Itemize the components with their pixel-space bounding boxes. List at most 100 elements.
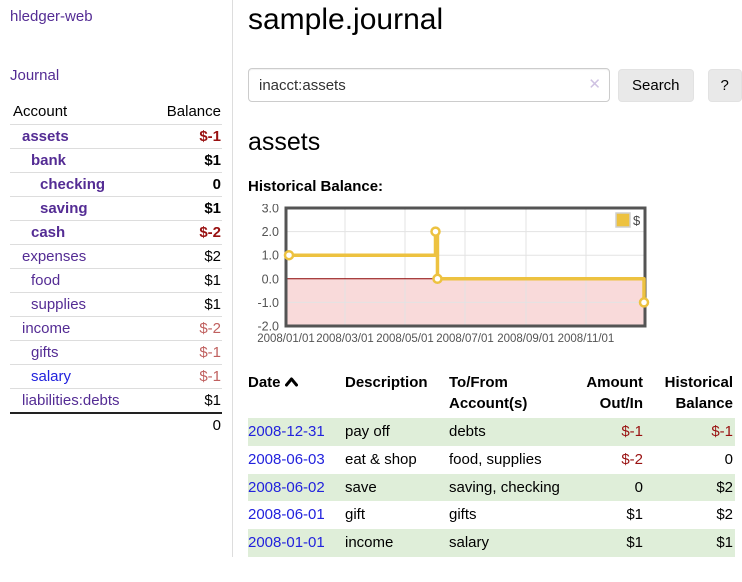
account-name-link[interactable]: bank xyxy=(31,152,67,169)
register-row: 2008-06-01 gift gifts $1 $2 xyxy=(248,501,735,529)
transaction-amount: $-1 xyxy=(621,423,643,440)
account-row: checking 0 xyxy=(10,172,222,197)
search-button[interactable]: Search xyxy=(618,68,694,102)
register-row: 2008-12-31 pay off debts $-1 $-1 xyxy=(248,418,735,446)
svg-text:-1.0: -1.0 xyxy=(257,296,279,310)
account-balance: $-1 xyxy=(148,124,222,149)
svg-text:2.0: 2.0 xyxy=(262,225,279,239)
account-balance: $1 xyxy=(148,268,222,293)
svg-text:2008/09/01: 2008/09/01 xyxy=(497,333,555,345)
account-row: expenses $2 xyxy=(10,244,222,269)
register-header-balance: Historical Balance xyxy=(664,374,733,412)
transaction-balance: $2 xyxy=(716,478,733,496)
account-row: supplies $1 xyxy=(10,292,222,317)
account-balance: $1 xyxy=(148,388,222,413)
search-input[interactable] xyxy=(248,68,610,102)
account-name-link[interactable]: cash xyxy=(31,224,66,241)
account-row: saving $1 xyxy=(10,196,222,221)
transaction-date-link[interactable]: 2008-06-03 xyxy=(248,450,325,468)
page-title: sample.journal xyxy=(248,3,444,36)
account-name-link[interactable]: food xyxy=(31,272,61,289)
svg-text:2008/03/01: 2008/03/01 xyxy=(316,333,374,345)
sidebar: hledger-web Journal Account Balance asse… xyxy=(0,0,233,557)
transaction-balance: $-1 xyxy=(711,423,733,440)
register-row: 2008-06-03 eat & shop food, supplies $-2… xyxy=(248,446,735,474)
account-row: food $1 xyxy=(10,268,222,293)
accounts-total-row: 0 xyxy=(10,412,222,437)
accounts-table: Account Balance assets $-1 bank $1 check… xyxy=(10,100,222,437)
accounts-total-balance: 0 xyxy=(148,412,222,437)
transaction-date-link[interactable]: 2008-01-01 xyxy=(248,534,325,551)
register-header-date[interactable]: Date xyxy=(248,370,345,418)
transaction-date-link[interactable]: 2008-12-31 xyxy=(248,423,325,440)
register-header-row: Date Description To/From Account(s) Amou… xyxy=(248,370,735,418)
transaction-balance: $2 xyxy=(716,506,733,524)
register-header-accounts: To/From Account(s) xyxy=(449,374,528,412)
account-balance: $-2 xyxy=(148,316,222,341)
transaction-description: eat & shop xyxy=(345,450,417,468)
register-header-amount: Amount Out/In xyxy=(586,374,643,412)
transaction-accounts: debts xyxy=(449,423,486,440)
brand-link[interactable]: hledger-web xyxy=(10,8,93,25)
svg-text:2008/11/01: 2008/11/01 xyxy=(558,333,615,345)
accounts-header-account: Account xyxy=(13,103,68,120)
sidebar-item-journal[interactable]: Journal xyxy=(10,67,60,84)
transaction-date-link[interactable]: 2008-06-02 xyxy=(248,478,325,496)
balance-chart: $3.0 2.0 1.0 0.0 -1.0 -2.0 2008/01/01 2008/03/0… xyxy=(248,202,742,352)
account-balance: 0 xyxy=(148,172,222,197)
account-balance: $1 xyxy=(148,292,222,317)
transaction-description: pay off xyxy=(345,423,390,440)
account-balance: $1 xyxy=(148,148,222,173)
register-header-description: Description xyxy=(345,374,428,391)
svg-text:1.0: 1.0 xyxy=(262,249,279,263)
transaction-description: gift xyxy=(345,506,366,524)
transaction-accounts: salary xyxy=(449,534,490,551)
svg-text:2008/01/01: 2008/01/01 xyxy=(257,333,315,345)
svg-text:0.0: 0.0 xyxy=(262,272,279,286)
transaction-accounts: food, supplies xyxy=(449,450,542,468)
svg-text:-2.0: -2.0 xyxy=(257,320,279,334)
transaction-amount: $1 xyxy=(626,534,643,551)
account-balance: $-1 xyxy=(148,340,222,365)
account-row: assets $-1 xyxy=(10,124,222,149)
transaction-amount: 0 xyxy=(634,478,643,496)
account-name-link[interactable]: liabilities:debts xyxy=(22,392,120,409)
account-balance: $-2 xyxy=(148,220,222,245)
account-name-link[interactable]: salary xyxy=(31,368,72,385)
account-balance: $1 xyxy=(148,196,222,221)
account-balance: $2 xyxy=(148,244,222,269)
accounts-header-balance: Balance xyxy=(166,103,221,120)
search-bar: ✕ Search ? xyxy=(248,68,742,102)
transaction-amount: $1 xyxy=(626,506,643,524)
account-balance: $-1 xyxy=(148,364,222,389)
account-name-link[interactable]: assets xyxy=(22,128,69,145)
accounts-header-row: Account Balance xyxy=(10,100,222,125)
transaction-balance: 0 xyxy=(724,450,733,468)
transaction-date-link[interactable]: 2008-06-01 xyxy=(248,506,325,524)
account-name-link[interactable]: gifts xyxy=(31,344,59,361)
account-name-link[interactable]: saving xyxy=(40,200,88,217)
transaction-description: income xyxy=(345,534,394,551)
svg-text:$: $ xyxy=(633,213,641,228)
transaction-description: save xyxy=(345,478,377,496)
transaction-amount: $-2 xyxy=(621,450,643,468)
page-layout: hledger-web Journal Account Balance asse… xyxy=(0,0,742,557)
transaction-accounts: saving, checking xyxy=(449,478,560,496)
account-name-link[interactable]: supplies xyxy=(31,296,87,313)
svg-text:3.0: 3.0 xyxy=(262,204,279,216)
register-table: Date Description To/From Account(s) Amou… xyxy=(248,370,735,557)
account-name-link[interactable]: checking xyxy=(40,176,106,193)
svg-text:2008/05/01: 2008/05/01 xyxy=(376,333,434,345)
main-content: sample.journal ✕ Search ? assets Histori… xyxy=(233,0,742,557)
help-button[interactable]: ? xyxy=(707,68,742,102)
account-name-link[interactable]: expenses xyxy=(22,248,87,265)
transaction-accounts: gifts xyxy=(449,506,477,524)
account-row: salary $-1 xyxy=(10,364,222,389)
chart-title: Historical Balance: xyxy=(248,178,384,195)
account-row: cash $-2 xyxy=(10,220,222,245)
account-row: liabilities:debts $1 xyxy=(10,388,222,413)
clear-search-icon[interactable]: ✕ xyxy=(588,76,601,93)
account-row: bank $1 xyxy=(10,148,222,173)
account-name-link[interactable]: income xyxy=(22,320,71,337)
